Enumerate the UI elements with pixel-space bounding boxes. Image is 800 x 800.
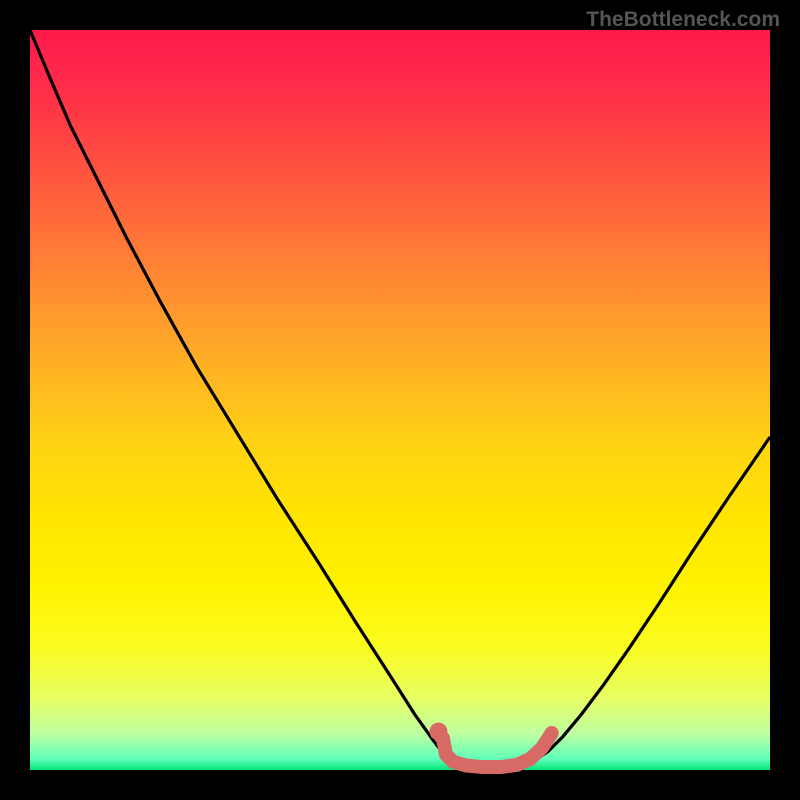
chart-svg <box>0 0 800 800</box>
watermark-text: TheBottleneck.com <box>586 8 780 32</box>
marker-dot <box>429 723 447 741</box>
chart-canvas: TheBottleneck.com <box>0 0 800 800</box>
plot-gradient-area <box>30 30 770 770</box>
